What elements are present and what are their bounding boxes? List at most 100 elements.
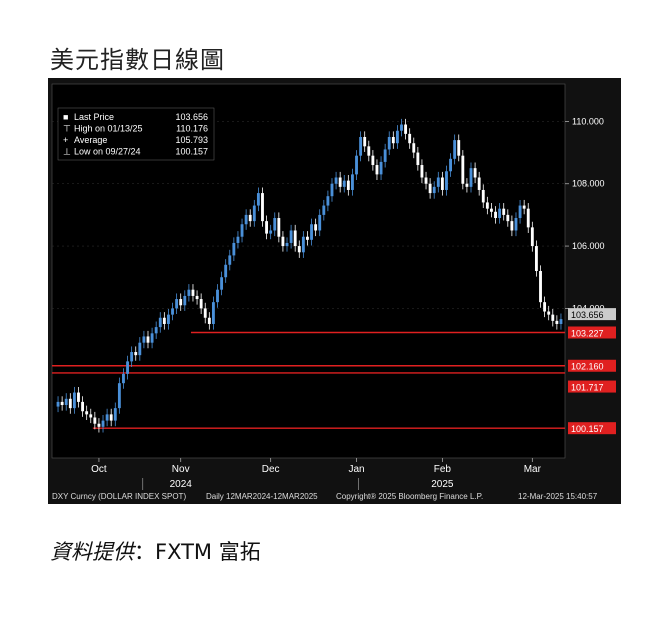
- candle-body: [383, 149, 387, 162]
- source-credit: 資料提供：FXTM 富拓: [50, 536, 261, 566]
- candle-body: [514, 218, 518, 231]
- candle-body: [142, 336, 146, 343]
- candle-body: [342, 180, 346, 187]
- legend: ■ Last Price 103.656 ⊤ High on 01/13/25 110.1…: [57, 107, 215, 161]
- candle-body: [404, 124, 408, 134]
- candle-body: [420, 165, 424, 178]
- price-tag-label: 101.717: [571, 383, 604, 393]
- legend-label: Last Price: [74, 112, 114, 122]
- candle-body: [56, 401, 60, 407]
- candle-body: [539, 271, 542, 303]
- candle-body: [105, 414, 109, 421]
- candle-body: [424, 177, 428, 184]
- candle-body: [436, 177, 440, 187]
- candle-body: [416, 152, 420, 166]
- legend-marker-square: ■: [63, 112, 68, 122]
- candle-body: [428, 183, 432, 194]
- candle-body: [314, 224, 318, 231]
- candle-body: [252, 205, 256, 222]
- candle-body: [199, 299, 203, 309]
- legend-marker-T: ⊤: [63, 124, 71, 134]
- candle-body: [310, 224, 313, 240]
- candle-body: [547, 311, 551, 315]
- candle-body: [244, 214, 248, 225]
- candle-body: [408, 133, 412, 144]
- footer-timestamp: 12-Mar-2025 15:40:57: [518, 492, 598, 501]
- source-colon: ：: [134, 540, 155, 564]
- x-tick-label: Nov: [172, 464, 190, 475]
- candle-body: [502, 208, 506, 215]
- legend-label: Low on 09/27/24: [74, 147, 141, 157]
- candle-body: [375, 165, 379, 175]
- candle-body: [534, 246, 538, 271]
- candle-body: [522, 205, 526, 209]
- candle-body: [432, 186, 436, 194]
- candle-body: [269, 230, 273, 234]
- candle-body: [371, 155, 375, 166]
- price-tag: [568, 422, 616, 435]
- legend-marker-inverted-T: ⊥: [63, 147, 71, 157]
- candle-body: [351, 174, 354, 190]
- candle-body: [72, 392, 76, 409]
- legend-marker-plus: +: [63, 135, 68, 145]
- candle-body: [158, 317, 162, 328]
- candle-body: [485, 202, 489, 209]
- x-tick-label: Oct: [91, 464, 107, 475]
- candle-body: [150, 333, 154, 343]
- footer-period: Daily 12MAR2024-12MAR2025: [206, 492, 318, 501]
- candle-body: [461, 155, 465, 184]
- candle-body: [162, 317, 166, 324]
- candle-body: [445, 171, 448, 190]
- candle-body: [367, 146, 371, 156]
- candle-body: [346, 180, 350, 190]
- candle-body: [453, 140, 457, 159]
- candle-body: [203, 308, 207, 318]
- candle-body: [530, 227, 534, 247]
- candle-body: [494, 211, 497, 219]
- candle-body: [187, 289, 191, 296]
- candle-body: [167, 314, 170, 324]
- footer-copyright: Copyright® 2025 Bloomberg Finance L.P.: [336, 492, 483, 501]
- x-tick-label: Jan: [348, 464, 364, 475]
- price-tag: [568, 380, 616, 393]
- candle-body: [359, 136, 363, 156]
- candle-body: [289, 230, 293, 243]
- candle-body: [559, 319, 563, 324]
- candle-body: [195, 295, 199, 300]
- y-tick-label: 106.000: [572, 241, 605, 251]
- candle-body: [277, 218, 281, 237]
- x-axis: Oct Nov Dec Jan Feb Mar 2024 2025: [91, 458, 542, 490]
- candle-body: [265, 221, 268, 234]
- candle-body: [211, 302, 215, 324]
- candle-body: [306, 236, 309, 240]
- x-tick-label: Feb: [434, 464, 452, 475]
- candle-body: [477, 177, 481, 190]
- candle-body: [391, 136, 395, 144]
- candle-body: [232, 242, 236, 256]
- candle-body: [318, 214, 322, 231]
- candle-body: [113, 408, 117, 421]
- candle-body: [228, 255, 232, 265]
- candle-body: [117, 383, 121, 409]
- price-tag: [568, 326, 616, 339]
- candle-body: [138, 342, 142, 356]
- candle-body: [334, 177, 338, 184]
- candle-body: [236, 236, 240, 243]
- candle-body: [281, 236, 285, 247]
- candle-body: [473, 168, 477, 178]
- chart-title: 美元指數日線圖: [50, 46, 225, 74]
- candle-body: [60, 401, 64, 406]
- candle-body: [400, 124, 403, 131]
- candle-body: [207, 317, 211, 324]
- candle-body: [355, 155, 358, 175]
- y-axis: 110.000108.000106.000104.000103.656103.2…: [565, 116, 616, 435]
- source-label: 資料提供: [50, 540, 134, 564]
- candles: [56, 118, 563, 433]
- candle-body: [126, 361, 129, 374]
- y-tick-label: 108.000: [572, 179, 605, 189]
- candle-body: [506, 214, 510, 222]
- candle-body: [326, 196, 330, 206]
- candle-body: [261, 193, 264, 222]
- candle-body: [301, 236, 305, 253]
- candle-body: [256, 193, 260, 206]
